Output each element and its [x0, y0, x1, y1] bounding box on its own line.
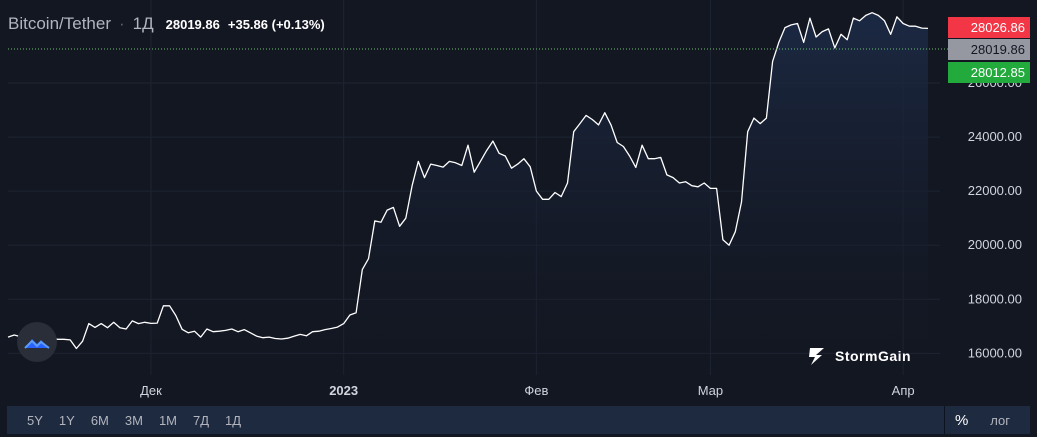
y-tick-label: 18000.00: [968, 291, 1022, 306]
range-6m-button[interactable]: 6M: [90, 412, 109, 428]
chart-area-layer: [8, 12, 928, 375]
stormgain-watermark: StormGain: [807, 346, 911, 366]
x-tick-label: Мар: [698, 383, 723, 398]
low-price-tag: 28012.85: [948, 62, 1030, 83]
y-tick-label: 22000.00: [968, 183, 1022, 198]
mountain-logo-icon[interactable]: [17, 322, 57, 362]
toolbar-divider: [943, 406, 945, 434]
range-7d-button[interactable]: 7Д: [193, 412, 210, 428]
range-5y-button[interactable]: 5Y: [27, 412, 43, 428]
y-tick-label: 16000.00: [968, 345, 1022, 360]
price-area-fill: [8, 12, 928, 375]
current-price: 28019.86: [165, 17, 220, 32]
log-scale-button[interactable]: лог: [990, 412, 1010, 428]
price-line-series: [7, 12, 929, 350]
x-tick-label: 2023: [329, 383, 358, 398]
x-axis: Дек 2023 Фев Мар Апр: [140, 383, 915, 398]
price-change: +35.86 (+0.13%): [227, 17, 325, 32]
x-tick-label: Апр: [892, 383, 915, 398]
bottom-toolbar: 5Y 1Y 6M 3M 1M 7Д 1Д % лог: [7, 406, 1030, 434]
range-1y-button[interactable]: 1Y: [58, 412, 75, 428]
chart-header: Bitcoin/Tether · 1Д 28019.86 +35.86 (+0.…: [8, 14, 325, 34]
chart-line-layer: [7, 12, 948, 350]
range-1d-button[interactable]: 1Д: [225, 412, 242, 428]
x-tick-label: Фев: [524, 383, 548, 398]
title-separator: ·: [119, 14, 125, 33]
watermark-brand: StormGain: [835, 348, 912, 364]
stormgain-bolt-icon: [809, 348, 824, 365]
percent-scale-button[interactable]: %: [954, 411, 969, 429]
y-axis: 16000.00 18000.00 20000.00 22000.00 24000.00…: [968, 75, 1022, 360]
interval-label[interactable]: 1Д: [132, 14, 154, 33]
high-price-tag: 28026.86: [948, 17, 1030, 38]
x-tick-label: Дек: [140, 383, 162, 398]
symbol-title[interactable]: Bitcoin/Tether: [8, 14, 111, 33]
y-tick-label: 20000.00: [968, 237, 1022, 252]
range-1m-button[interactable]: 1M: [158, 412, 177, 428]
range-3m-button[interactable]: 3M: [124, 412, 143, 428]
y-tick-label: 24000.00: [968, 129, 1022, 144]
last-price-tag: 28019.86: [948, 39, 1030, 60]
